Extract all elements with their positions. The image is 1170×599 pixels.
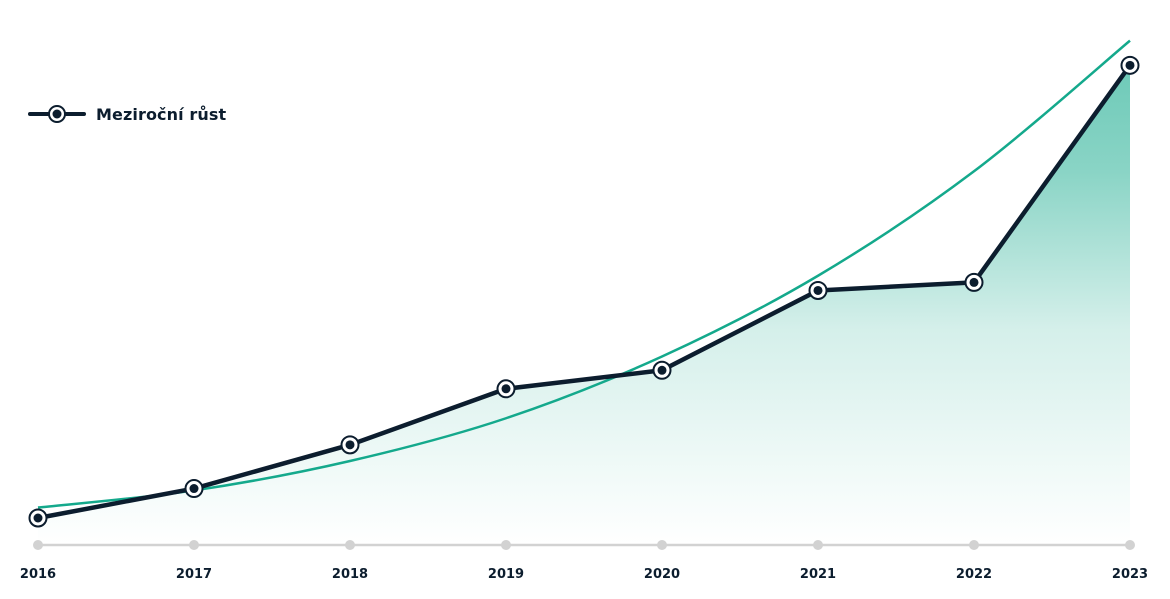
data-point-dot — [657, 365, 667, 375]
x-tick-label: 2019 — [488, 567, 524, 582]
data-point — [808, 280, 828, 300]
legend-swatch — [28, 100, 86, 128]
series-line — [35, 63, 1133, 521]
data-point-dot — [501, 384, 511, 394]
data-point-dot — [33, 513, 43, 523]
x-axis-tick-dot — [969, 540, 979, 550]
data-point — [184, 479, 204, 499]
x-tick-label: 2018 — [332, 567, 368, 582]
x-axis-tick-dot — [813, 540, 823, 550]
data-point — [496, 379, 516, 399]
data-point — [1120, 55, 1140, 75]
x-tick-label: 2020 — [644, 567, 680, 582]
x-axis-tick-dot — [501, 540, 511, 550]
x-axis-tick-dot — [33, 540, 43, 550]
trendline — [37, 39, 1131, 509]
x-tick-label: 2022 — [956, 567, 992, 582]
chart-legend: Meziroční růst — [28, 100, 226, 128]
legend-label: Meziroční růst — [96, 104, 227, 124]
data-point — [964, 272, 984, 292]
data-point-dot — [969, 277, 979, 287]
x-tick-label: 2021 — [800, 567, 836, 582]
data-point-dot — [1125, 60, 1135, 70]
x-axis-tick-dot — [1125, 540, 1135, 550]
data-point-dot — [189, 484, 199, 494]
x-axis-tick-dot — [657, 540, 667, 550]
x-tick-label: 2016 — [20, 567, 56, 582]
data-point — [28, 508, 48, 528]
x-tick-label: 2023 — [1112, 567, 1148, 582]
data-point — [340, 435, 360, 455]
data-point-dot — [813, 285, 823, 295]
data-point-dot — [345, 440, 355, 450]
x-axis-tick-dot — [345, 540, 355, 550]
x-axis-tick-dot — [189, 540, 199, 550]
series-area-fill — [38, 65, 1130, 545]
data-point — [652, 360, 672, 380]
x-tick-label: 2017 — [176, 567, 212, 582]
